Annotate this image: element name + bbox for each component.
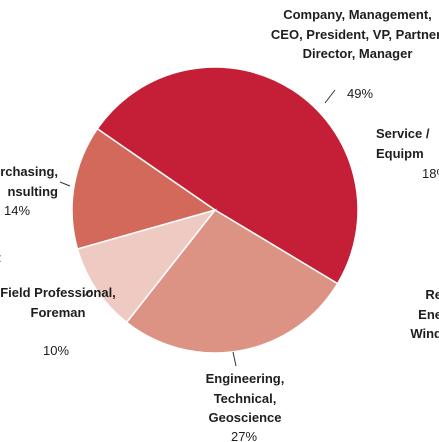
annotation: 18%	[422, 166, 439, 181]
leader-line	[59, 181, 71, 187]
leader-line	[232, 351, 237, 367]
annotation: :	[0, 248, 8, 267]
leader-line	[324, 89, 336, 104]
pie-slice	[71, 127, 217, 250]
pie-slice	[96, 66, 359, 285]
slice-label: Company, Management, CEO, President, VP,…	[270, 7, 439, 61]
slice-value-label: 14%	[3, 203, 31, 218]
slice-label: rchasing, nsulting	[0, 164, 58, 199]
annotation: Service / Equipm	[376, 126, 430, 161]
slice-value-label: 49%	[346, 86, 374, 101]
slice-label: Field Professional, Foreman	[0, 285, 116, 320]
annotation: Re Ene Wind	[410, 287, 439, 341]
slice-label: Engineering, Technical, Geoscience	[205, 371, 285, 425]
leader-line	[83, 289, 93, 297]
slice-value-label: 27%	[230, 429, 258, 442]
slice-value-label: 10%	[42, 343, 70, 358]
pie-slice	[76, 208, 218, 324]
pie-slice	[125, 209, 339, 354]
